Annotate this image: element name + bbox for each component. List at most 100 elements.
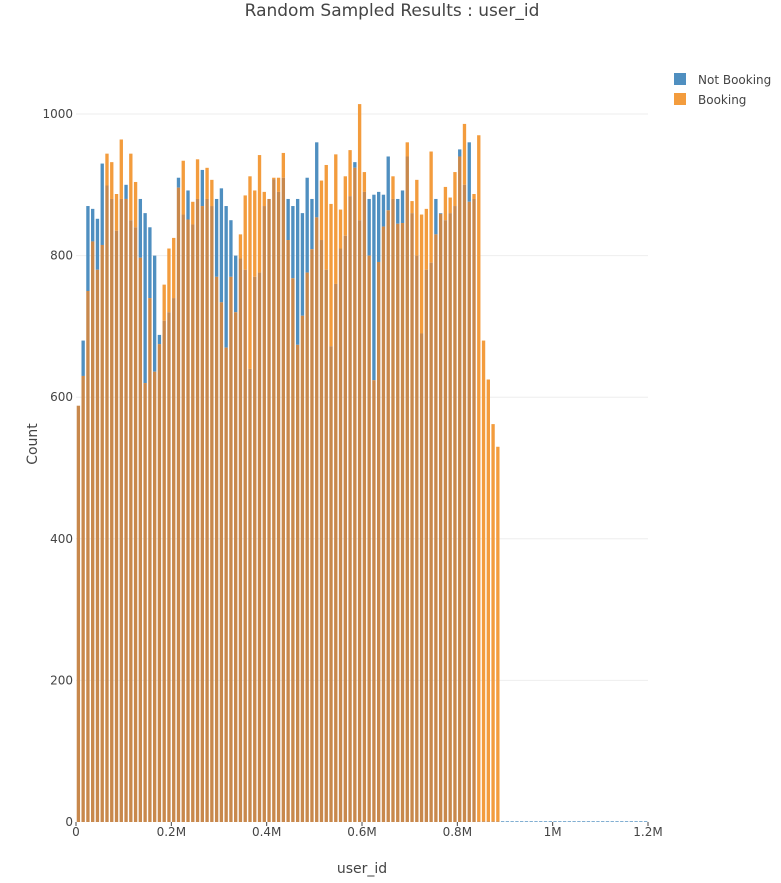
y-tick-label-2: 400 (50, 532, 73, 546)
x-axis-title: user_id (337, 861, 387, 877)
bar-not-booking-63 (377, 191, 381, 262)
bar-overlap-67 (396, 223, 400, 823)
bar-overlap-26 (200, 206, 204, 823)
bar-not-booking-76 (438, 213, 443, 214)
bar-not-booking-117 (634, 821, 638, 822)
bar-booking-72 (419, 214, 424, 334)
bar-overlap-30 (219, 302, 224, 823)
bar-not-booking-10 (124, 184, 128, 199)
bar-overlap-17 (157, 344, 162, 822)
bar-overlap-41 (272, 179, 276, 822)
bar-overlap-27 (205, 198, 209, 822)
bar-not-booking-15 (148, 227, 152, 299)
bar-booking-51 (319, 180, 324, 241)
bar-booking-69 (405, 142, 409, 157)
bar-not-booking-108 (591, 821, 595, 822)
bar-booking-71 (415, 179, 419, 256)
bar-booking-18 (162, 284, 166, 321)
bar-booking-42 (276, 177, 281, 192)
x-tick-label-6: 1.2M (633, 825, 662, 839)
bar-overlap-54 (334, 283, 338, 822)
bar-booking-28 (210, 179, 214, 207)
bar-overlap-40 (267, 198, 271, 822)
bar-overlap-85 (481, 821, 486, 822)
bar-not-booking-115 (624, 821, 629, 822)
bar-not-booking-107 (586, 821, 591, 822)
bar-overlap-28 (210, 206, 214, 823)
bar-overlap-22 (181, 214, 185, 823)
legend-label-0[interactable]: Not Booking (698, 73, 771, 87)
x-tick-label-4: 0.8M (443, 825, 472, 839)
bar-overlap-5 (100, 244, 104, 823)
bar-overlap-64 (381, 226, 386, 822)
bar-booking-77 (443, 186, 448, 221)
bar-not-booking-46 (295, 198, 300, 345)
legend[interactable]: Not Booking Booking (674, 73, 771, 107)
bar-not-booking-118 (639, 821, 643, 822)
bar-overlap-11 (129, 220, 133, 822)
bar-not-booking-47 (300, 213, 305, 316)
bar-overlap-43 (281, 177, 286, 823)
y-tick-label-1: 200 (50, 673, 73, 687)
bar-overlap-33 (234, 312, 238, 822)
y-tick-label-3: 600 (50, 390, 73, 404)
bar-booking-55 (338, 209, 343, 249)
bar-overlap-13 (138, 257, 143, 823)
bar-not-booking-33 (234, 255, 238, 313)
bar-booking-57 (348, 150, 352, 197)
bar-booking-7 (110, 162, 114, 199)
bar-booking-84 (477, 135, 481, 822)
bar-overlap-42 (276, 191, 281, 822)
bar-booking-25 (195, 159, 200, 199)
bar-overlap-74 (429, 262, 433, 822)
bar-not-booking-93 (520, 821, 524, 822)
bar-overlap-57 (348, 196, 352, 822)
bar-booking-37 (253, 190, 257, 277)
bar-overlap-80 (458, 156, 462, 823)
bar-not-booking-111 (605, 821, 610, 822)
bar-not-booking-62 (372, 194, 376, 381)
bar-not-booking-65 (386, 156, 390, 211)
bar-overlap-0 (76, 405, 81, 822)
bar-not-booking-95 (529, 821, 533, 822)
bar-overlap-73 (424, 269, 429, 822)
bar-not-booking-4 (95, 218, 100, 270)
bar-overlap-66 (391, 198, 395, 822)
bar-overlap-3 (91, 241, 95, 822)
bar-not-booking-101 (558, 821, 562, 822)
bar-booking-52 (324, 164, 328, 270)
bar-booking-70 (410, 201, 414, 214)
bar-not-booking-45 (291, 206, 295, 279)
bar-overlap-1 (81, 375, 85, 822)
bar-overlap-9 (119, 198, 123, 822)
legend-swatch-1[interactable] (674, 93, 686, 105)
bar-overlap-75 (434, 234, 438, 823)
bar-overlap-34 (238, 258, 243, 822)
bar-not-booking-92 (515, 821, 519, 822)
bar-overlap-84 (477, 821, 481, 822)
bar-overlap-45 (291, 278, 295, 822)
bar-booking-54 (334, 154, 338, 284)
bar-not-booking-2 (86, 206, 90, 291)
bar-not-booking-58 (353, 162, 357, 168)
bar-overlap-59 (357, 220, 362, 822)
legend-label-1[interactable]: Booking (698, 93, 746, 107)
bar-overlap-20 (172, 298, 176, 823)
bar-booking-35 (243, 195, 247, 270)
bar-overlap-38 (257, 272, 262, 823)
bar-overlap-61 (367, 255, 371, 823)
bar-overlap-60 (362, 191, 367, 822)
bar-overlap-77 (443, 220, 448, 822)
bar-not-booking-48 (305, 177, 309, 273)
y-axis-ticks: 0 200 400 600 800 1000 (42, 107, 73, 829)
legend-swatch-0[interactable] (674, 73, 686, 85)
bar-overlap-82 (467, 201, 471, 823)
bar-overlap-56 (343, 235, 347, 822)
bar-booking-41 (272, 177, 276, 180)
bar-booking-86 (486, 379, 490, 822)
bar-overlap-4 (95, 269, 100, 822)
bar-overlap-19 (167, 312, 171, 822)
bar-not-booking-110 (601, 821, 605, 822)
bar-not-booking-106 (581, 821, 586, 822)
bar-overlap-18 (162, 320, 166, 822)
